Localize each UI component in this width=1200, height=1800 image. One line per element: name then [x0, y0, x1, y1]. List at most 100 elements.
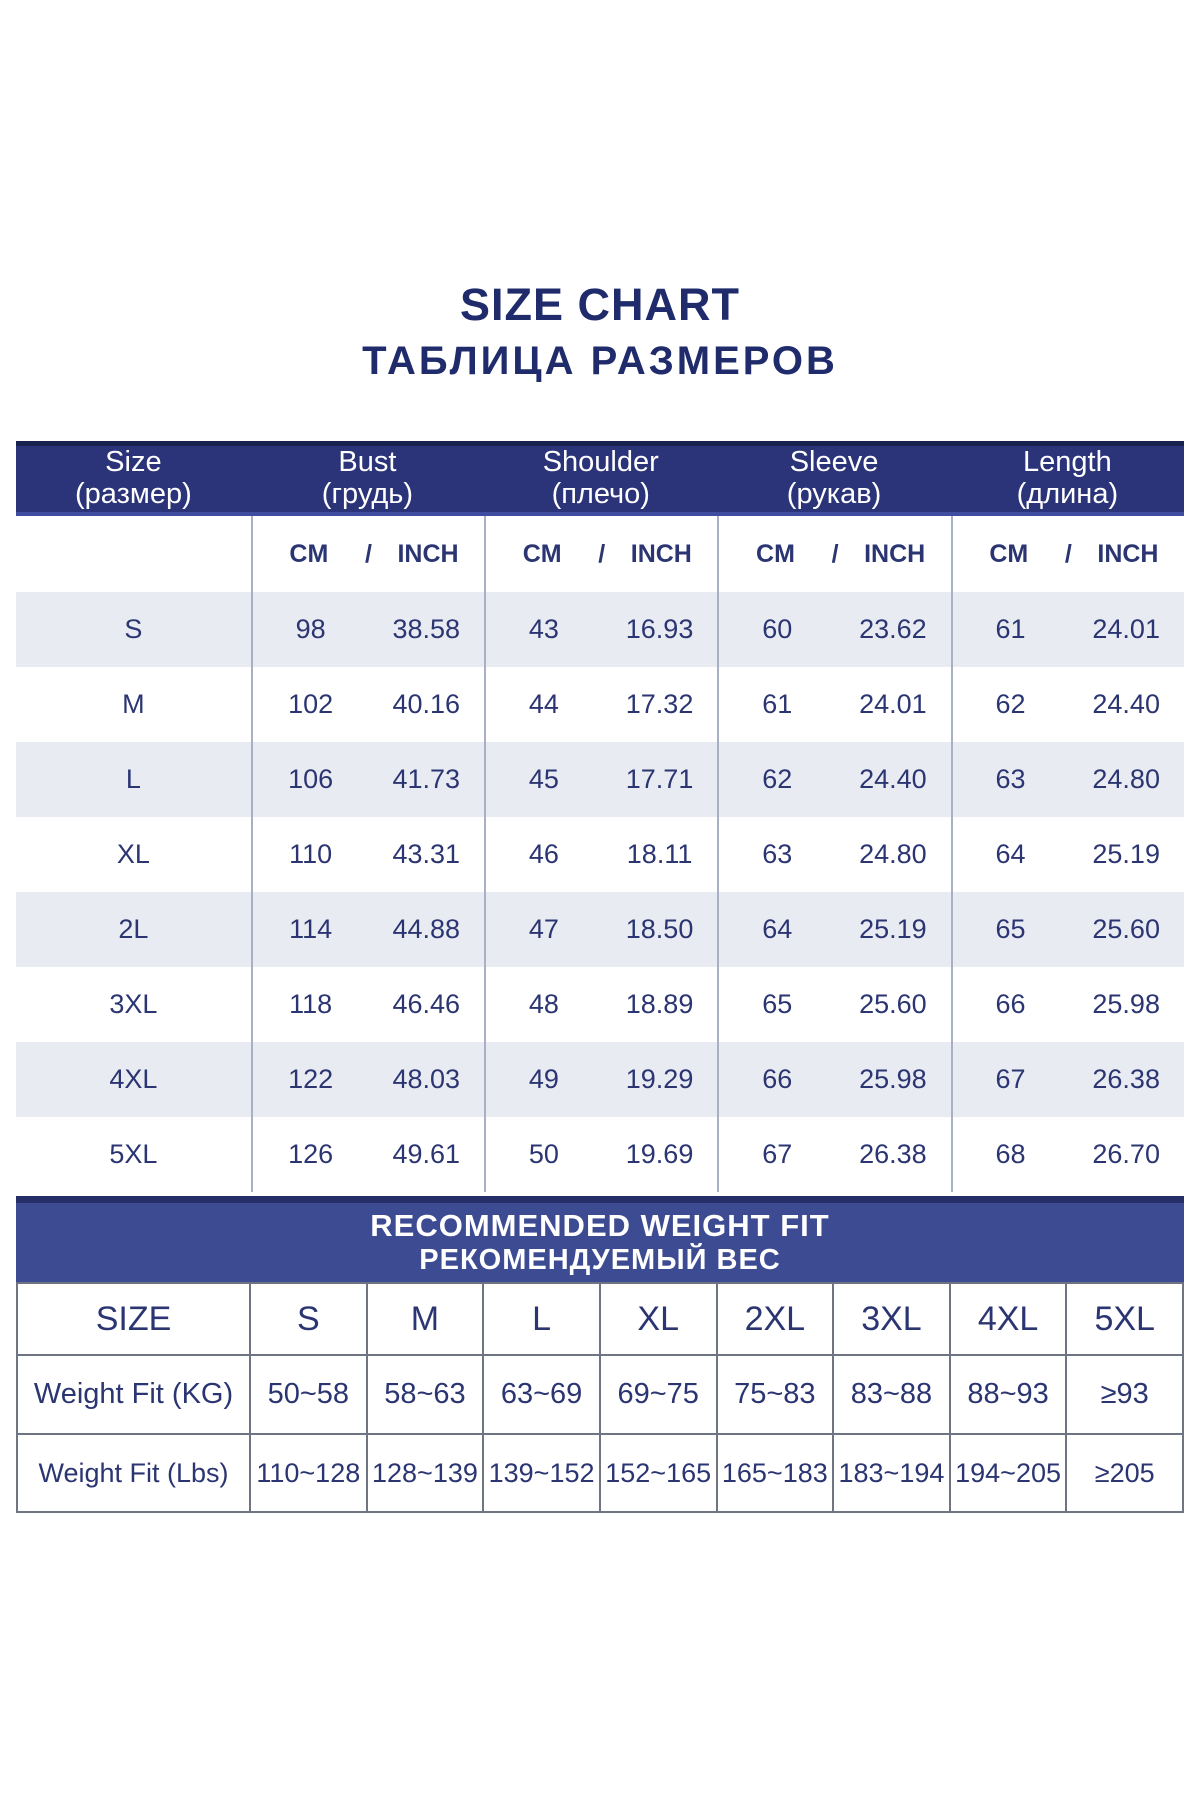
bust-cell: 126 49.61: [250, 1117, 484, 1192]
inch-value: 43.31: [392, 839, 461, 869]
cm-value: 61: [762, 689, 793, 719]
inch-value: 25.19: [1092, 839, 1160, 869]
cm-value: 64: [995, 839, 1026, 869]
size-label: 3XL: [109, 989, 158, 1019]
inch-value: 17.71: [625, 764, 694, 794]
weight-lbs-label: Weight Fit (Lbs): [16, 1433, 251, 1513]
header-col-size: Size (размер): [16, 446, 251, 511]
weight-kg-value: 63~69: [482, 1354, 601, 1435]
weight-header-m: M: [365, 1282, 485, 1356]
cm-value: 66: [762, 1064, 793, 1094]
size-label: M: [122, 689, 145, 719]
page-title: SIZE CHART: [460, 279, 740, 330]
weight-lbs-value: ≥205: [1065, 1433, 1184, 1513]
inch-value: 18.50: [625, 914, 694, 944]
size-row-2l: 2L 114 44.88 47 18.50 64 25.19 65 25.60: [16, 892, 1184, 967]
unit-cm-label: CM: [522, 539, 562, 568]
header-col-size-en: Size: [105, 446, 162, 479]
bust-cell: 118 46.46: [250, 967, 484, 1042]
size-row-m: M 102 40.16 44 17.32 61 24.01 62 24.40: [16, 667, 1184, 742]
weight-lbs-value: 110~128: [249, 1433, 368, 1513]
size-row-5xl: 5XL 126 49.61 50 19.69 67 26.38 68 26.70: [16, 1117, 1184, 1192]
size-label: 4XL: [109, 1064, 158, 1094]
unit-separator: /: [831, 539, 839, 568]
cm-value: 60: [762, 614, 793, 644]
length-cell: 66 25.98: [950, 967, 1184, 1042]
inch-value: 46.46: [392, 989, 461, 1019]
bust-cell: 114 44.88: [250, 892, 484, 967]
weight-lbs-value: 183~194: [832, 1433, 951, 1513]
inch-value: 49.61: [392, 1139, 461, 1169]
weight-lbs-value: 128~139: [365, 1433, 485, 1513]
cm-value: 63: [762, 839, 793, 869]
length-cell: 63 24.80: [950, 742, 1184, 817]
size-row-s: S 98 38.58 43 16.93 60 23.62 61 24.01: [16, 592, 1184, 667]
size-row-3xl: 3XL 118 46.46 48 18.89 65 25.60 66 25.98: [16, 967, 1184, 1042]
cm-value: 50: [528, 1139, 559, 1169]
inch-value: 18.11: [626, 839, 693, 869]
header-col-shoulder-ru: (плечо): [551, 478, 650, 510]
inch-value: 24.01: [1092, 614, 1160, 644]
header-col-sleeve-en: Sleeve: [789, 446, 879, 479]
weight-table: SIZE S M L XL 2XL 3XL 4XL 5XL Weight Fit…: [16, 1282, 1184, 1513]
bust-cell: 110 43.31: [250, 817, 484, 892]
cm-value: 65: [995, 914, 1026, 944]
cm-value: 114: [289, 914, 333, 944]
header-col-size-ru: (размер): [75, 478, 192, 510]
size-label: L: [125, 764, 141, 794]
length-cell: 61 24.01: [950, 592, 1184, 667]
sleeve-cell: 65 25.60: [717, 967, 950, 1042]
cm-value: 68: [995, 1139, 1026, 1169]
length-cell: 62 24.40: [950, 667, 1184, 742]
inch-value: 16.93: [625, 614, 694, 644]
sleeve-cell: 61 24.01: [717, 667, 950, 742]
size-table: Size (размер) Bust (грудь) Shoulder (пле…: [16, 441, 1184, 1192]
inch-value: 26.38: [1092, 1064, 1160, 1094]
length-cell: 64 25.19: [950, 817, 1184, 892]
weight-lbs-value: 139~152: [482, 1433, 601, 1513]
size-row-l: L 106 41.73 45 17.71 62 24.40 63 24.80: [16, 742, 1184, 817]
inch-value: 25.60: [859, 989, 927, 1019]
cm-value: 67: [995, 1064, 1026, 1094]
cm-value: 126: [288, 1139, 334, 1169]
cm-value: 66: [995, 989, 1026, 1019]
weight-lbs-row: Weight Fit (Lbs) 110~128 128~139 139~152…: [16, 1433, 1184, 1513]
shoulder-cell: 49 19.29: [484, 1042, 717, 1117]
inch-value: 25.98: [1092, 989, 1160, 1019]
inch-value: 40.16: [392, 689, 461, 719]
inch-value: 25.60: [1092, 914, 1160, 944]
cm-value: 62: [995, 689, 1026, 719]
weight-lbs-value: 152~165: [598, 1433, 718, 1513]
units-bust: CM / INCH: [250, 516, 484, 592]
weight-kg-row: Weight Fit (KG) 50~58 58~63 63~69 69~75 …: [16, 1354, 1184, 1435]
cm-value: 43: [528, 614, 559, 644]
weight-lbs-value: 165~183: [715, 1433, 835, 1513]
cm-value: 47: [528, 914, 559, 944]
weight-header-2xl: 2XL: [715, 1282, 835, 1356]
cm-value: 63: [995, 764, 1026, 794]
unit-separator: /: [598, 539, 606, 568]
inch-value: 26.70: [1092, 1139, 1160, 1169]
shoulder-cell: 44 17.32: [484, 667, 717, 742]
shoulder-cell: 50 19.69: [484, 1117, 717, 1192]
cm-value: 49: [528, 1064, 559, 1094]
weight-header-size: SIZE: [16, 1282, 251, 1356]
header-col-sleeve-ru: (рукав): [786, 478, 882, 510]
cm-value: 45: [528, 764, 559, 794]
weight-header-5xl: 5XL: [1065, 1282, 1184, 1356]
cm-value: 61: [995, 614, 1026, 644]
header-col-length-ru: (длина): [1016, 478, 1119, 510]
weight-kg-value: 58~63: [365, 1354, 485, 1435]
cm-value: 118: [289, 989, 333, 1019]
size-table-header-row: Size (размер) Bust (грудь) Shoulder (пле…: [16, 441, 1184, 516]
shoulder-cell: 47 18.50: [484, 892, 717, 967]
units-row: CM / INCH CM / INCH CM / INCH CM / INCH: [16, 516, 1184, 592]
size-label: 2L: [118, 914, 149, 944]
size-row-xl: XL 110 43.31 46 18.11 63 24.80 64 25.19: [16, 817, 1184, 892]
header-col-shoulder-en: Shoulder: [542, 446, 659, 479]
weight-kg-value: 83~88: [832, 1354, 951, 1435]
inch-value: 25.19: [859, 914, 927, 944]
inch-value: 25.98: [859, 1064, 927, 1094]
inch-value: 24.80: [859, 839, 927, 869]
